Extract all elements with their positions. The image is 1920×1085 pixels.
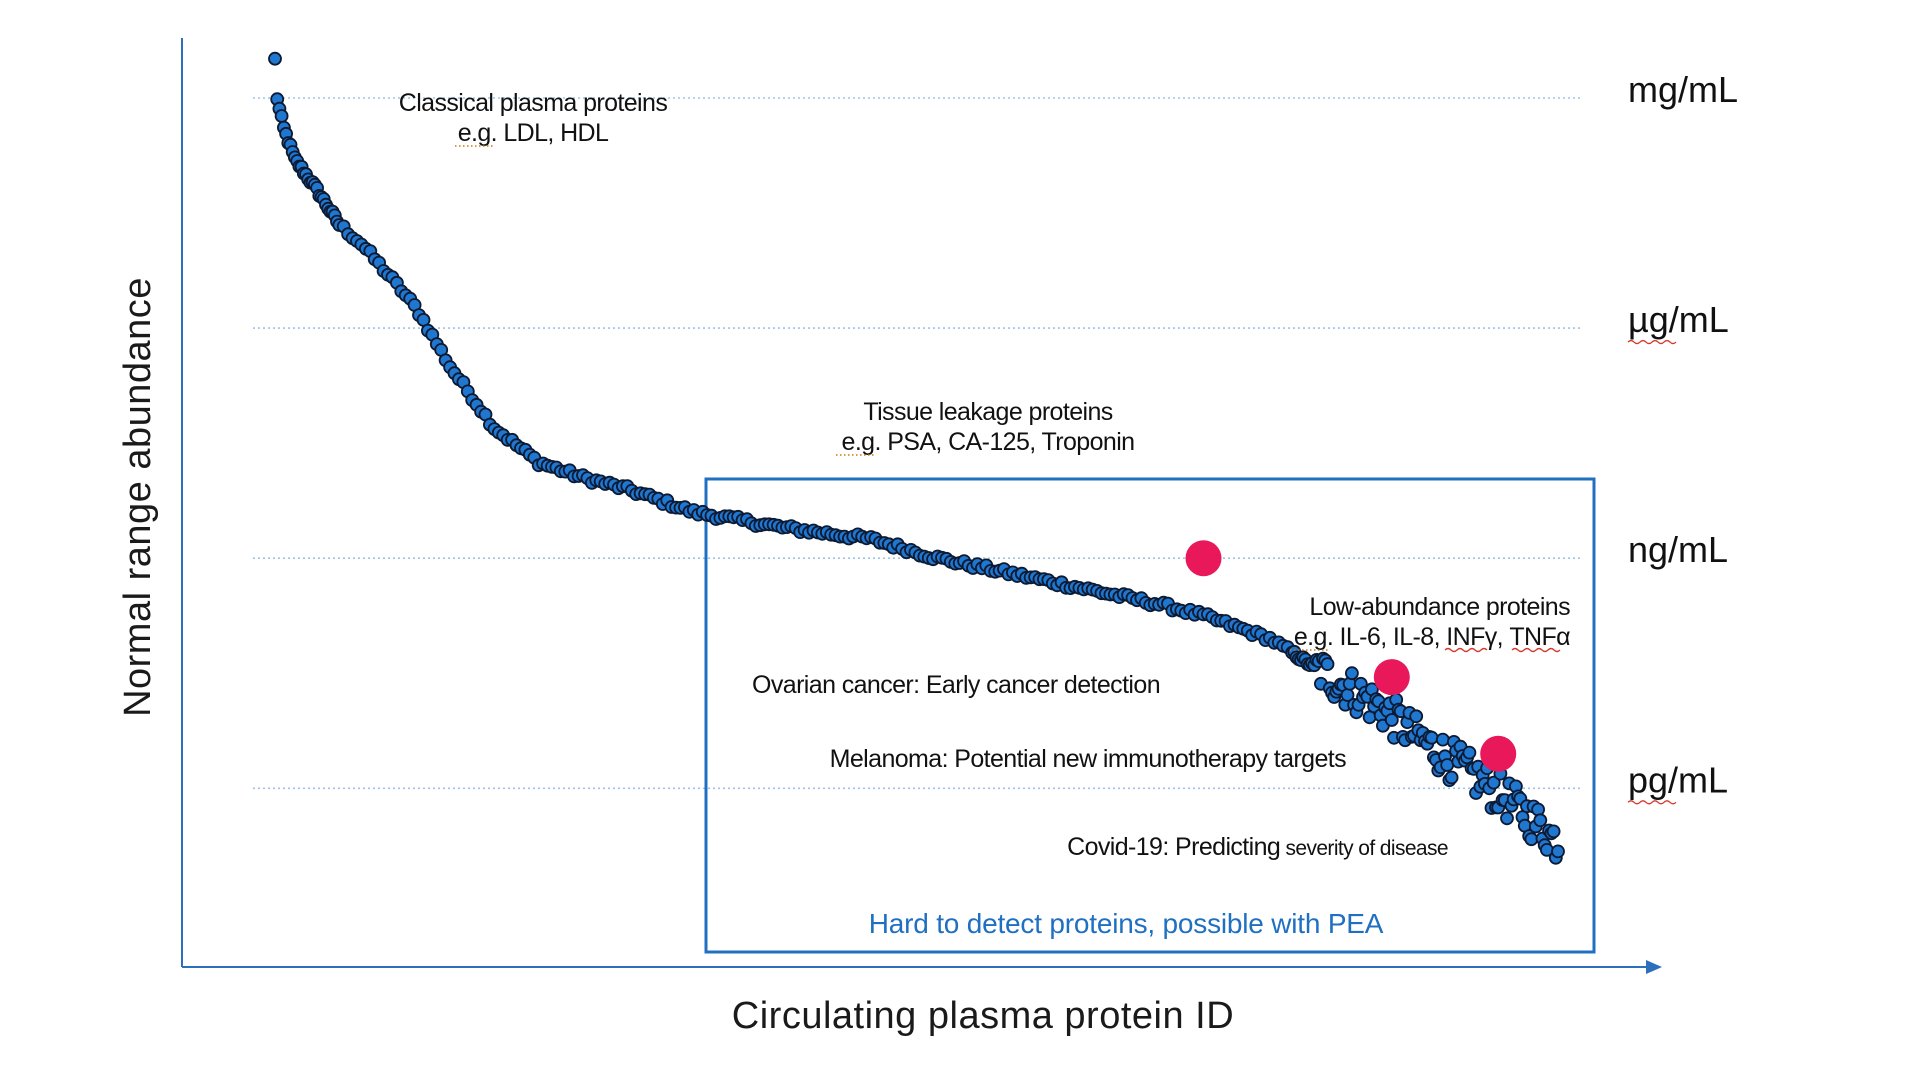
annotation-classical: Classical plasma proteins e.g. LDL, HDL (399, 89, 668, 147)
data-point (1384, 713, 1399, 727)
annotation-classical-eg: e.g. (458, 119, 497, 147)
data-point (1409, 709, 1424, 724)
annotation-tissue: Tissue leakage proteins e.g. PSA, CA-125… (836, 398, 1135, 456)
data-point (1546, 824, 1561, 839)
spellcheck-underline (1511, 647, 1561, 653)
x-axis-arrowhead (1646, 960, 1662, 974)
annotation-low-examples: e.g. IL-6, IL-8, INFγ, TNFα (1294, 623, 1570, 651)
highlight-label-covid-main: Covid-19: Predicting (1067, 833, 1280, 861)
highlight-label-melanoma: Melanoma: Potential new immunotherapy ta… (830, 745, 1346, 773)
data-point (1440, 758, 1455, 772)
highlight-label-covid: Covid-19: Predicting severity of disease (1067, 833, 1448, 861)
annotation-low-sep: , (1497, 623, 1510, 651)
highlight-label-covid-small: severity of disease (1280, 837, 1448, 860)
annotation-low-tnfa: TNFα (1509, 623, 1570, 651)
spellcheck-underline (1444, 647, 1488, 653)
data-point (1486, 775, 1501, 790)
data-point (274, 109, 289, 123)
data-point (1551, 844, 1565, 859)
data-point (1524, 832, 1539, 847)
data-point (268, 51, 282, 66)
annotation-low-list: IL-6, IL-8, (1333, 623, 1446, 651)
annotation-tissue-examples: e.g. PSA, CA-125, Troponin (842, 428, 1135, 456)
annotation-tissue-title: Tissue leakage proteins (863, 398, 1112, 426)
annotation-low-eg: e.g. (1294, 623, 1333, 651)
y-unit-label: mg/mL (1628, 69, 1738, 110)
data-point (1320, 657, 1335, 671)
highlight-marker (1480, 735, 1517, 772)
y-unit-label: µg/mL (1628, 299, 1729, 340)
annotation-tissue-list: PSA, CA-125, Troponin (881, 428, 1135, 456)
y-unit-label: ng/mL (1628, 529, 1728, 570)
annotation-tissue-eg: e.g. (842, 428, 881, 456)
y-unit-label: pg/mL (1628, 759, 1728, 800)
pea-region-box (704, 477, 1596, 954)
y-unit-labels: mg/mL µg/mL ng/mL pg/mL (1627, 69, 1738, 805)
data-point (1444, 770, 1459, 785)
spellcheck-underline (1627, 339, 1677, 345)
y-axis-title: Normal range abundance (117, 277, 159, 717)
data-point (1462, 745, 1477, 760)
data-point (1424, 730, 1439, 745)
highlight-marker (1373, 659, 1410, 696)
annotation-low-infg: INFγ (1446, 623, 1497, 651)
annotation-classical-examples: e.g. LDL, HDL (458, 119, 609, 147)
annotation-classical-list: LDL, HDL (497, 119, 609, 147)
highlight-marker (1185, 540, 1222, 577)
annotation-low-title: Low-abundance proteins (1309, 593, 1570, 621)
data-point (1500, 811, 1514, 826)
data-points (268, 51, 1565, 865)
data-point (1345, 666, 1359, 681)
spellcheck-underline (1627, 800, 1677, 805)
axes (181, 38, 1662, 974)
highlight-markers (1185, 540, 1517, 772)
data-point (1533, 813, 1548, 828)
gridlines (253, 97, 1582, 790)
box-caption: Hard to detect proteins, possible with P… (869, 908, 1384, 939)
annotation-classical-title: Classical plasma proteins (399, 89, 668, 117)
highlight-label-ovarian: Ovarian cancer: Early cancer detection (752, 671, 1160, 699)
annotation-low-abundance: Low-abundance proteins e.g. IL-6, IL-8, … (1290, 593, 1571, 653)
x-axis-title: Circulating plasma protein ID (732, 995, 1234, 1037)
data-point (1435, 732, 1450, 747)
